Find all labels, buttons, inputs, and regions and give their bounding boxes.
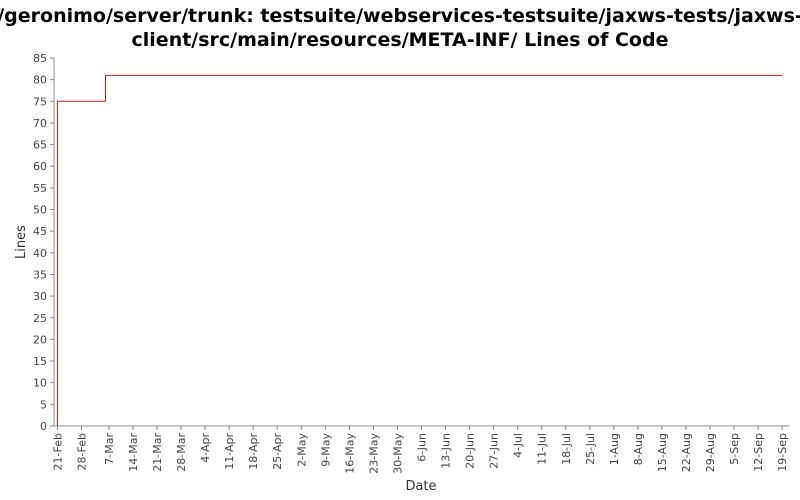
x-tick-label: 25-Apr — [271, 433, 284, 470]
x-tick-label: 19-Sep — [776, 433, 789, 472]
y-tick-label: 80 — [33, 74, 47, 87]
x-tick-label: 14-Mar — [127, 433, 140, 472]
chart-title-line-2: client/src/main/resources/META-INF/ Line… — [132, 29, 669, 51]
x-tick-label: 9-May — [319, 433, 332, 467]
y-tick-label: 35 — [33, 268, 47, 281]
x-tick-label: 23-May — [367, 433, 380, 474]
y-tick-label: 70 — [33, 117, 47, 130]
x-tick-label: 18-Jul — [560, 433, 573, 465]
x-tick-label: 5-Sep — [728, 433, 741, 465]
y-axis-ticks: 0 5 10 15 20 25 30 35 40 45 50 55 60 65 70 75 80 85 — [33, 52, 54, 433]
y-tick-label: 75 — [33, 95, 47, 108]
y-tick-label: 0 — [40, 420, 47, 433]
x-tick-label: 22-Aug — [680, 433, 693, 472]
y-axis-label: Lines — [14, 225, 29, 259]
x-tick-label: 6-Jun — [416, 433, 429, 462]
y-tick-label: 20 — [33, 333, 47, 346]
x-tick-label: 4-Jul — [512, 433, 525, 458]
x-tick-label: 21-Mar — [151, 433, 164, 472]
y-tick-label: 10 — [33, 377, 47, 390]
x-tick-label: 11-Apr — [223, 433, 236, 470]
x-tick-label: 7-Mar — [103, 433, 116, 465]
x-tick-label: 28-Feb — [75, 433, 88, 470]
y-tick-label: 30 — [33, 290, 47, 303]
x-axis-label: Date — [405, 479, 436, 494]
x-tick-label: 30-May — [391, 433, 404, 474]
y-tick-label: 5 — [40, 398, 47, 411]
x-tick-label: 25-Jul — [584, 433, 597, 465]
x-tick-label: 12-Sep — [752, 433, 765, 472]
plot-area — [54, 58, 789, 426]
series-line — [56, 74, 783, 426]
x-axis-ticks: 21-Feb 28-Feb 7-Mar 14-Mar 21-Mar 28-Mar 4-Apr… — [51, 426, 789, 474]
y-tick-label: 25 — [33, 312, 47, 325]
x-tick-label: 11-Jul — [536, 433, 549, 465]
x-tick-label: 16-May — [343, 433, 356, 474]
y-tick-label: 85 — [33, 52, 47, 65]
x-tick-label: 29-Aug — [704, 433, 717, 472]
x-tick-label: 1-Aug — [608, 433, 621, 465]
x-tick-label: 18-Apr — [247, 433, 260, 470]
x-tick-label: 2-May — [295, 433, 308, 467]
chart-title-line-1: /geronimo/server/trunk: testsuite/webser… — [0, 5, 800, 27]
x-tick-label: 8-Aug — [632, 433, 645, 465]
x-tick-label: 4-Apr — [199, 433, 212, 463]
y-tick-label: 60 — [33, 160, 47, 173]
x-tick-label: 13-Jun — [440, 433, 453, 469]
y-tick-label: 40 — [33, 247, 47, 260]
y-tick-label: 45 — [33, 225, 47, 238]
x-tick-label: 28-Mar — [175, 433, 188, 472]
x-tick-label: 27-Jun — [488, 433, 501, 469]
y-tick-label: 15 — [33, 355, 47, 368]
x-tick-label: 21-Feb — [51, 433, 64, 470]
y-tick-label: 65 — [33, 139, 47, 152]
x-tick-label: 15-Aug — [656, 433, 669, 472]
y-tick-label: 55 — [33, 182, 47, 195]
x-tick-label: 20-Jun — [464, 433, 477, 469]
y-tick-label: 50 — [33, 204, 47, 217]
